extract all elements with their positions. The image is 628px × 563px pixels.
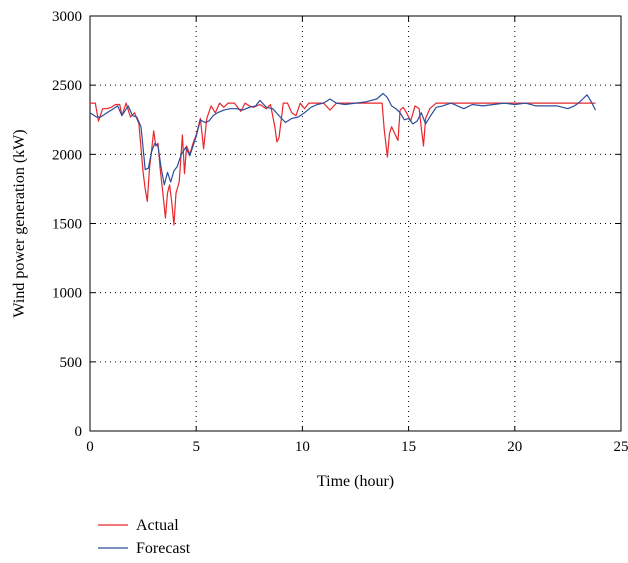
x-tick-label: 0 [86, 439, 94, 455]
axis-ticks: 0 5 10 15 20 25 0 500 1000 1500 2000 2500 3000 [52, 9, 628, 455]
y-tick-label: 0 [75, 424, 83, 440]
x-tick-label: 25 [614, 439, 628, 455]
grid-lines [90, 16, 621, 431]
legend-label-actual: Actual [136, 517, 179, 534]
x-tick-label: 5 [192, 439, 200, 455]
x-axis-label: Time (hour) [317, 473, 394, 490]
series-line-actual [90, 102, 596, 226]
series-line-forecast [89, 92, 597, 186]
y-axis-label: Wind power generation (kW) [11, 129, 28, 317]
y-tick-label: 1500 [52, 217, 82, 233]
legend: Actual Forecast [98, 517, 191, 557]
series-lines [89, 92, 597, 226]
y-tick-label: 3000 [52, 9, 82, 25]
y-tick-label: 1000 [52, 286, 82, 302]
legend-label-forecast: Forecast [136, 540, 191, 557]
y-tick-label: 2500 [52, 78, 82, 94]
x-tick-label: 10 [295, 439, 310, 455]
y-tick-label: 500 [60, 355, 83, 371]
x-tick-label: 15 [401, 439, 416, 455]
y-tick-label: 2000 [52, 147, 82, 163]
x-tick-label: 20 [507, 439, 522, 455]
